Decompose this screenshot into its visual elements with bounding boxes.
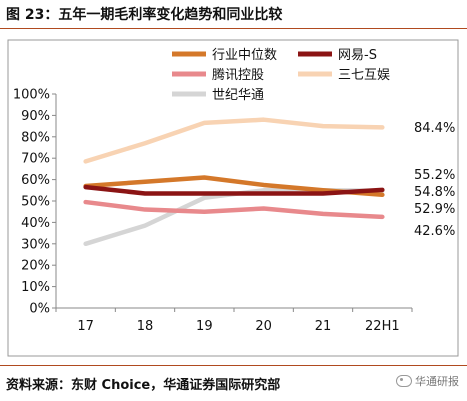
y-tick-label: 90% [21, 109, 50, 124]
legend-label: 行业中位数 [212, 48, 277, 63]
x-tick-label: 21 [315, 319, 332, 334]
source-note: 资料来源：东财 Choice，华通证券国际研究部 [6, 378, 281, 393]
source-rule [0, 365, 467, 366]
watermark-text: 华通研报 [415, 375, 459, 388]
figure-title: 图 23：五年一期毛利率变化趋势和同业比较 [6, 7, 283, 23]
chart-area: 0% 10% 20% 30% 40% 50% 60% 70% 80% 90% 100% 17 18 19 2… [0, 32, 467, 362]
y-tick-label: 60% [21, 173, 50, 188]
end-value-label: 54.8% [414, 185, 455, 200]
x-tick-label: 18 [137, 319, 154, 334]
y-tick-label: 20% [21, 259, 50, 274]
legend-label: 三七互娱 [338, 68, 390, 83]
legend-label: 腾讯控股 [212, 67, 264, 83]
x-tick-label: 20 [255, 319, 272, 334]
end-value-label: 52.9% [414, 202, 455, 217]
end-value-label: 55.2% [414, 168, 455, 183]
watermark: 华通研报 [396, 373, 459, 389]
y-tick-label: 10% [21, 280, 50, 295]
series-line [83, 117, 385, 164]
x-tick-label: 19 [196, 319, 213, 334]
legend-label: 世纪华通 [212, 88, 264, 103]
x-tick-label: 22H1 [365, 319, 400, 334]
y-tick-label: 30% [21, 237, 50, 252]
y-tick-label: 80% [21, 130, 50, 145]
y-tick-label: 100% [13, 88, 50, 103]
y-tick-label: 40% [21, 216, 50, 231]
y-tick-label: 50% [21, 195, 50, 210]
y-tick-label: 0% [29, 302, 50, 317]
end-value-label: 42.6% [414, 224, 455, 239]
end-value-label: 84.4% [414, 121, 455, 136]
chart-frame [7, 39, 459, 357]
series-line [83, 188, 385, 247]
series-line [83, 184, 385, 196]
x-tick-label: 17 [77, 319, 94, 334]
gross-margin-line-chart: 0% 10% 20% 30% 40% 50% 60% 70% 80% 90% 100% 17 18 19 2… [7, 39, 459, 357]
series-line [83, 199, 385, 220]
wechat-icon [396, 375, 412, 387]
legend-label: 网易-S [338, 48, 377, 63]
title-rule [0, 28, 467, 29]
y-tick-label: 70% [21, 152, 50, 167]
